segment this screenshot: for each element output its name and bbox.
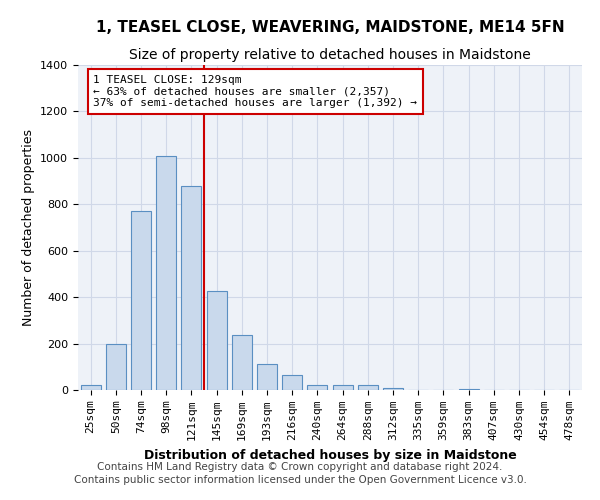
Bar	[358, 386, 378, 390]
Bar	[131, 211, 151, 390]
Bar	[307, 386, 328, 390]
Bar	[156, 156, 176, 390]
Text: 1 TEASEL CLOSE: 129sqm
← 63% of detached houses are smaller (2,357)
37% of semi-: 1 TEASEL CLOSE: 129sqm ← 63% of detached…	[93, 74, 417, 108]
Text: Size of property relative to detached houses in Maidstone: Size of property relative to detached ho…	[129, 48, 531, 62]
Text: Contains HM Land Registry data © Crown copyright and database right 2024.: Contains HM Land Registry data © Crown c…	[97, 462, 503, 472]
Text: Contains public sector information licensed under the Open Government Licence v3: Contains public sector information licen…	[74, 475, 526, 485]
Bar	[458, 389, 479, 390]
Bar	[232, 336, 252, 390]
Bar	[106, 344, 126, 390]
Bar	[282, 375, 302, 390]
Bar	[206, 292, 227, 390]
Y-axis label: Number of detached properties: Number of detached properties	[22, 129, 35, 326]
Bar	[332, 386, 353, 390]
Bar	[383, 388, 403, 390]
Text: 1, TEASEL CLOSE, WEAVERING, MAIDSTONE, ME14 5FN: 1, TEASEL CLOSE, WEAVERING, MAIDSTONE, M…	[95, 20, 565, 35]
Bar	[80, 386, 101, 390]
Bar	[181, 186, 202, 390]
X-axis label: Distribution of detached houses by size in Maidstone: Distribution of detached houses by size …	[143, 448, 517, 462]
Bar	[257, 364, 277, 390]
